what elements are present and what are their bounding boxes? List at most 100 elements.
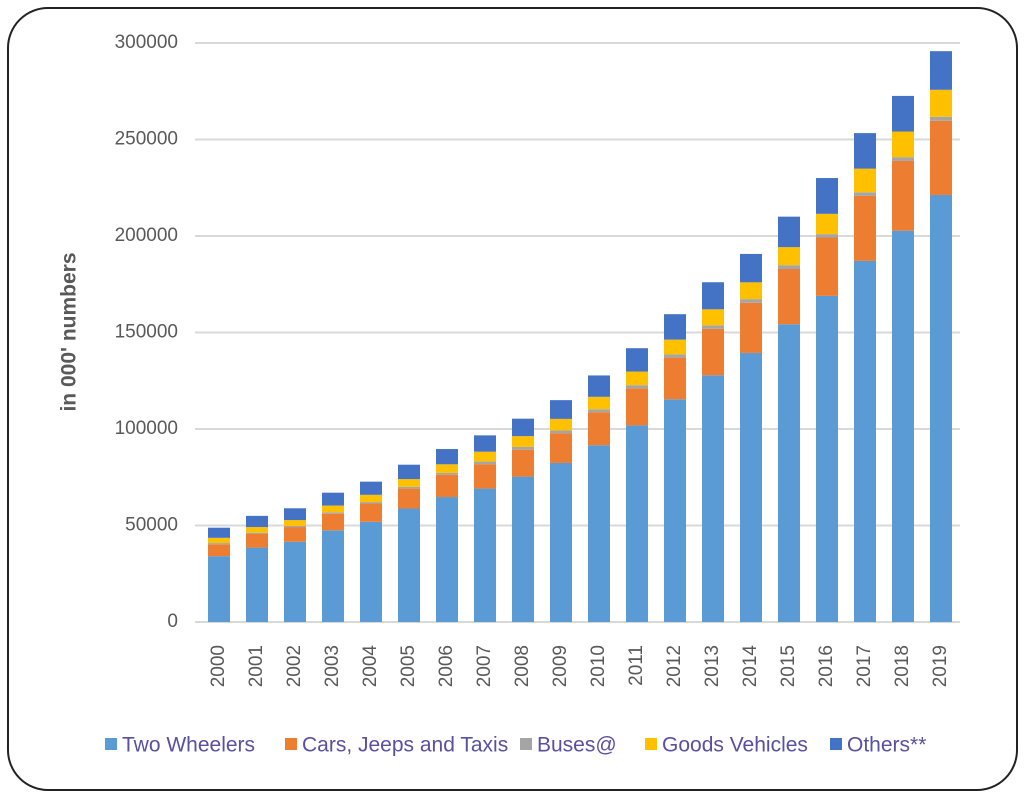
bar-segment [816,234,838,238]
bar-segment [740,282,762,300]
bar-segment [816,237,838,296]
bar-segment [778,324,800,622]
x-tick-label: 2009 [550,645,571,687]
bar-segment [588,445,610,622]
x-tick-label: 2007 [474,645,495,687]
x-tick-label: 2006 [436,645,457,687]
bar-segment [208,527,230,538]
legend-swatch [520,738,532,750]
bar-segment [398,508,420,622]
bar-segment [550,430,572,434]
bar-segment [892,160,914,231]
bar-segment [512,436,534,447]
x-tick-label: 2003 [322,645,343,687]
bar-segment [816,178,838,214]
bar-segment [512,418,534,437]
bar-segment [588,412,610,446]
bar-segment [702,375,724,622]
bar-segment [664,354,686,358]
bar-segment [246,527,268,533]
x-tick-label: 2005 [398,645,419,687]
bar-segment [626,425,648,622]
bar-segment [436,474,458,498]
bar-segment [626,385,648,389]
bar-segment [588,375,610,397]
bar-segment [664,399,686,622]
bar-segment [664,339,686,355]
bar-segment [360,503,382,522]
bar-segment [854,192,876,196]
bar-segment [284,508,306,521]
x-tick-label: 2002 [284,645,305,687]
bar-segment [778,247,800,266]
y-tick-label: 50000 [125,515,178,536]
bar-segment [930,120,952,195]
legend-swatch [105,738,117,750]
bar-segment [626,348,648,372]
bar-segment [588,396,610,410]
bar-segment [322,505,344,513]
legend-swatch [645,738,657,750]
bar-segment [854,260,876,622]
bar-segment [892,131,914,158]
x-tick-label: 2014 [740,645,761,688]
bar-segment [208,544,230,557]
bar-segment [474,488,496,622]
bar-segment [208,543,230,545]
x-tick-label: 2016 [816,645,837,687]
x-tick-label: 2011 [626,645,647,686]
bar-segment [930,51,952,90]
bar-segment [550,462,572,622]
y-axis-label: in 000' numbers [58,252,81,411]
x-tick-label: 2012 [664,645,685,687]
x-tick-label: 2000 [208,645,229,687]
bar-segment [892,157,914,161]
bar-segment [550,400,572,419]
x-tick-label: 2001 [246,645,267,687]
bar-segment [322,512,344,514]
bar-segment [740,253,762,283]
bar-segment [588,409,610,413]
legend-swatch [830,738,842,750]
bar-segment [930,194,952,622]
bar-segment [436,497,458,622]
bar-segment [702,282,724,310]
y-tick-label: 0 [167,611,178,632]
bar-segment [322,492,344,506]
bar-segment [474,464,496,489]
bar-segment [854,133,876,169]
bar-segment [550,433,572,463]
bar-segment [512,446,534,450]
bar-segment [436,449,458,465]
x-tick-label: 2017 [854,645,875,687]
bar-segment [740,299,762,303]
bar-segment [626,371,648,386]
bar-segment [246,515,268,528]
bar-segment [208,556,230,622]
x-tick-label: 2018 [892,645,913,687]
legend-label: Cars, Jeeps and Taxis [302,734,508,757]
bar-segment [664,357,686,400]
y-tick-label: 200000 [115,225,178,246]
bar-segment [512,449,534,477]
bar-segment [360,494,382,503]
x-tick-label: 2019 [930,645,951,687]
bar-segment [246,532,268,534]
bar-segment [626,388,648,426]
legend-label: Goods Vehicles [662,734,808,757]
bar-segment [740,352,762,622]
bar-segment [702,325,724,329]
legend-label: Others** [847,734,926,757]
bar-segment [778,216,800,248]
bar-segment [702,328,724,376]
bar-segment [398,486,420,489]
bar-segment [208,537,230,544]
bar-segment [360,481,382,495]
bar-segment [854,195,876,261]
bar-segment [930,116,952,121]
bar-segment [816,213,838,235]
x-tick-label: 2008 [512,645,533,687]
x-tick-label: 2013 [702,645,723,687]
bar-segment [284,541,306,622]
